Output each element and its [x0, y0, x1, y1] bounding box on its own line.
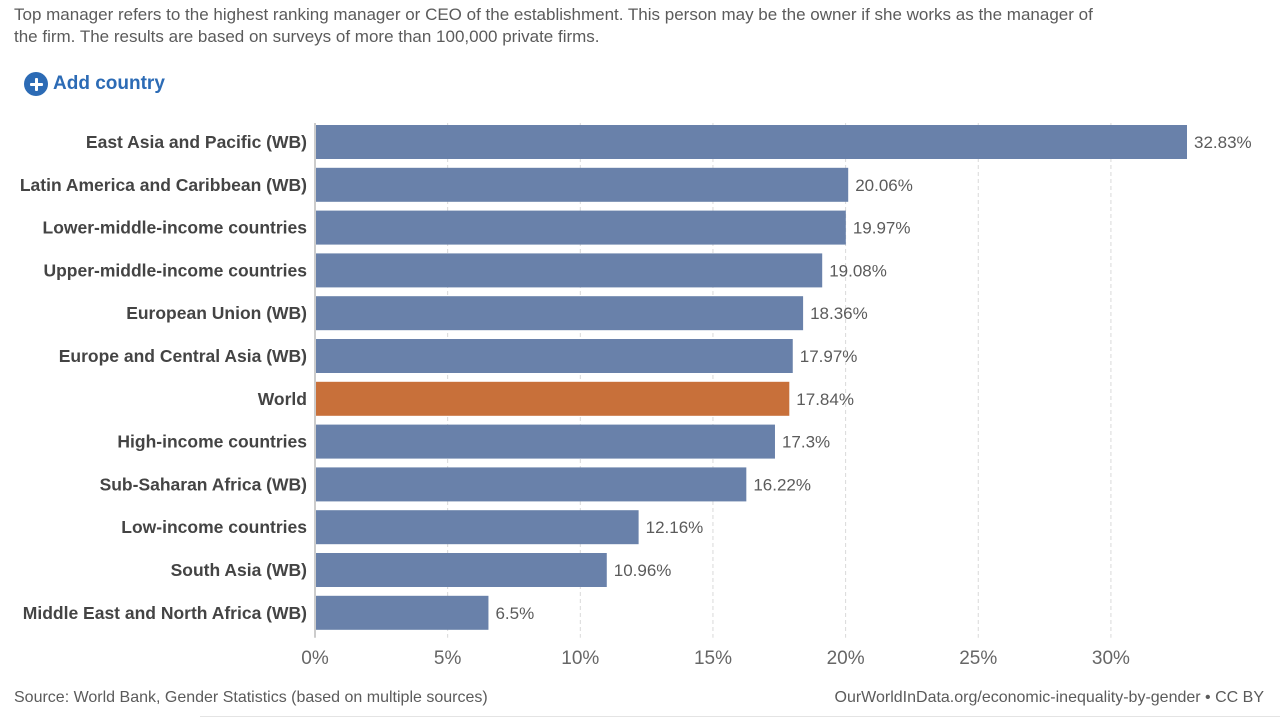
category-label: Low-income countries — [121, 517, 307, 537]
bar-7 — [316, 424, 775, 459]
add-country-button[interactable]: Add country — [24, 72, 165, 96]
category-label: World — [258, 389, 307, 409]
category-label: Sub-Saharan Africa (WB) — [100, 474, 307, 494]
x-tick-label: 15% — [694, 648, 732, 669]
bar-9 — [316, 510, 639, 545]
category-label: Europe and Central Asia (WB) — [59, 346, 307, 366]
category-label: European Union (WB) — [126, 303, 307, 323]
category-label: Latin America and Caribbean (WB) — [20, 175, 307, 195]
x-tick-label: 20% — [827, 648, 865, 669]
x-axis-ticks: 0% 5% 10% 15% 20% 25% 30% — [301, 648, 1130, 669]
license-text: • CC BY — [1200, 689, 1264, 706]
value-label: 20.06% — [855, 176, 913, 195]
bar-chart: East Asia and Pacific (WB) Latin America … — [20, 123, 1252, 669]
value-label: 19.08% — [829, 261, 887, 280]
category-label: South Asia (WB) — [171, 560, 307, 580]
bar-0 — [316, 125, 1187, 159]
source-note: Source: World Bank, Gender Statistics (b… — [14, 689, 488, 706]
bar-3 — [316, 253, 823, 288]
bar-5 — [316, 339, 793, 373]
category-labels: East Asia and Pacific (WB) Latin America … — [20, 132, 307, 623]
category-label: High-income countries — [117, 432, 307, 452]
value-label: 17.97% — [800, 347, 858, 366]
bottom-divider — [200, 716, 1280, 717]
category-label: Lower-middle-income countries — [43, 218, 308, 238]
value-label: 18.36% — [810, 304, 868, 323]
bar-6 — [316, 381, 790, 416]
value-label: 16.22% — [753, 475, 811, 494]
x-tick-label: 25% — [959, 648, 997, 669]
plus-circle-icon — [24, 72, 48, 96]
bar-1 — [316, 167, 849, 202]
value-label: 32.83% — [1194, 133, 1252, 152]
x-tick-label: 5% — [434, 648, 462, 669]
value-label: 17.84% — [796, 390, 854, 409]
value-label: 6.5% — [495, 604, 534, 623]
value-label: 17.3% — [782, 433, 830, 452]
bar-2 — [316, 210, 846, 245]
bar-8 — [316, 467, 747, 502]
x-tick-label: 10% — [561, 648, 599, 669]
value-label: 19.97% — [853, 219, 911, 238]
x-tick-label: 30% — [1092, 648, 1130, 669]
add-country-label: Add country — [53, 73, 165, 94]
bars — [316, 125, 1187, 630]
category-label: Upper-middle-income countries — [43, 260, 307, 280]
value-label: 10.96% — [614, 561, 672, 580]
category-label: Middle East and North Africa (WB) — [23, 603, 307, 623]
chart-subtitle: Top manager refers to the highest rankin… — [14, 5, 1093, 46]
value-label: 12.16% — [646, 518, 704, 537]
bar-4 — [316, 296, 804, 331]
bar-11 — [316, 595, 489, 630]
value-labels: 32.83% 20.06% 19.97% 19.08% 18.36% 17.97% 17.8… — [495, 133, 1251, 623]
bar-10 — [316, 553, 607, 587]
owid-link[interactable]: OurWorldInData.org/economic-inequality-b… — [834, 689, 1201, 706]
x-tick-label: 0% — [301, 648, 329, 669]
category-label: East Asia and Pacific (WB) — [86, 132, 307, 152]
credit-line: OurWorldInData.org/economic-inequality-b… — [835, 689, 1265, 707]
grid-lines — [314, 123, 1112, 638]
